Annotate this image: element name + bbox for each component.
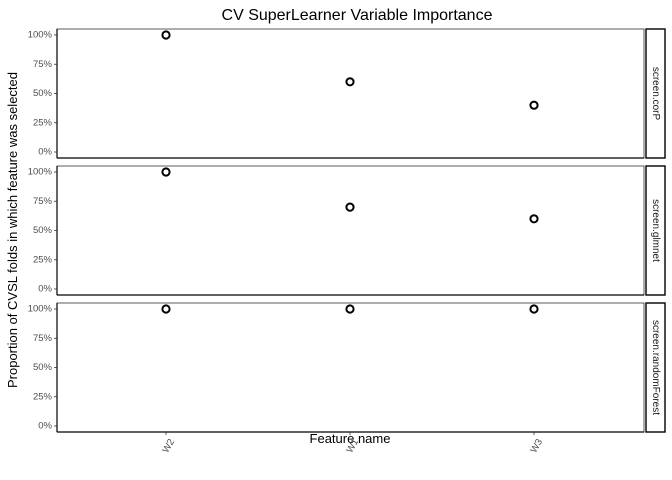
y-tick-label: 25% [33, 391, 53, 402]
data-point [529, 214, 539, 224]
facet-strip-label: screen.glmnet [650, 199, 661, 262]
data-point [345, 304, 355, 314]
data-point [529, 304, 539, 314]
y-tick-label: 75% [33, 196, 53, 207]
data-point [345, 202, 355, 212]
y-tick-label: 25% [33, 117, 53, 128]
data-point [345, 77, 355, 87]
y-tick-label: 50% [33, 88, 53, 99]
data-point [161, 304, 171, 314]
panel-frame [56, 28, 645, 159]
y-tick-label: 100% [28, 167, 53, 178]
y-tick-label: 100% [28, 30, 53, 41]
y-tick-label: 0% [38, 147, 52, 158]
data-point [529, 100, 539, 110]
facet-panels: screen.corP 0% 25% 50% 75% 100% screen.glmnet 0… [28, 28, 666, 455]
facet-strip [645, 165, 666, 296]
data-point [161, 30, 171, 40]
y-tick-label: 0% [38, 284, 52, 295]
y-tick-label: 75% [33, 333, 53, 344]
chart-title: CV SuperLearner Variable Importance [222, 7, 493, 24]
panel-frame [56, 302, 645, 433]
x-tick-label: W3 [528, 437, 545, 455]
x-axis-label: Feature name [310, 431, 391, 446]
y-tick-label: 0% [38, 421, 52, 432]
y-axis-label: Proportion of CVSL folds in which featur… [5, 72, 20, 388]
y-tick-label: 100% [28, 304, 53, 315]
y-tick-label: 50% [33, 362, 53, 373]
facet-strip-label: screen.corP [650, 67, 661, 121]
x-tick-label: W2 [160, 437, 177, 455]
facet-strip [645, 302, 666, 433]
y-tick-label: 50% [33, 225, 53, 236]
facet-strip-label: screen.randomForest [650, 320, 661, 415]
panel-frame [56, 165, 645, 296]
facet-strip [645, 28, 666, 159]
y-tick-label: 25% [33, 254, 53, 265]
y-tick-label: 75% [33, 59, 53, 70]
data-point [161, 167, 171, 177]
